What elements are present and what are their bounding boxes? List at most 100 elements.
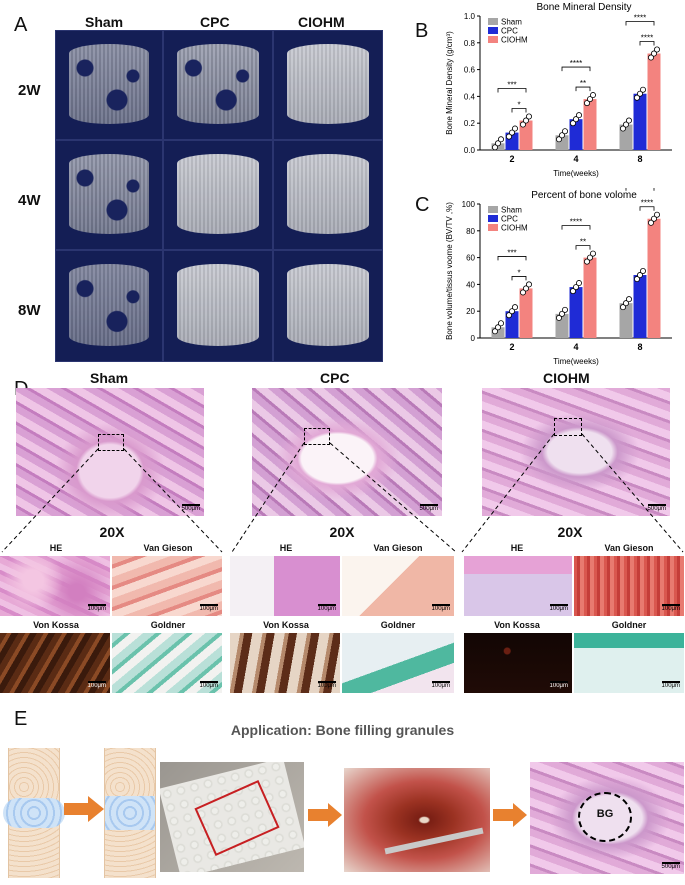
ct-image-cpc-8w (163, 250, 273, 362)
legend-label: Sham (501, 206, 522, 215)
photo-surgery (344, 768, 490, 872)
legend-label: Sham (501, 18, 522, 27)
data-point (559, 310, 566, 317)
zoom-label-ciohm: 20X (557, 524, 583, 540)
significance-label: * (517, 101, 520, 110)
ct-row-label-2w: 2W (18, 82, 41, 99)
legend-swatch (488, 224, 498, 231)
significance-label: **** (570, 218, 582, 227)
y-tick-label: 0.4 (464, 92, 476, 101)
ct-grid (55, 30, 383, 362)
significance-bracket (511, 276, 527, 281)
y-tick-label: 40 (466, 280, 475, 289)
histo-title-cpc: CPC (320, 370, 350, 386)
bar (633, 275, 647, 338)
data-point (520, 289, 527, 296)
photo-granule-plate (160, 762, 304, 872)
stain-label-van-gieson: Van Gieson (373, 543, 423, 553)
scale-bar: 500μm (647, 504, 667, 512)
ct-image-sham-4w (55, 140, 163, 250)
significance-label: * (517, 268, 520, 277)
stain-label-von-kossa: Von Kossa (494, 620, 540, 630)
histo-sham-he: 100μm (0, 556, 110, 616)
bar (519, 288, 533, 338)
y-axis-label: Bone volume/tissus voome (BV/TV ,%) (445, 202, 454, 340)
legend-label: CPC (501, 215, 518, 224)
bg-label: BG (596, 808, 614, 820)
significance-bracket (575, 245, 591, 250)
scale-bar: 500μm (181, 504, 201, 512)
bone-schematic-defect (3, 748, 65, 878)
data-point (492, 144, 499, 151)
x-tick-label: 2 (509, 154, 514, 164)
data-point (572, 284, 579, 291)
zoom-label-sham: 20X (99, 524, 125, 540)
data-point (523, 285, 530, 292)
arrow-right-icon (493, 803, 527, 827)
data-point (647, 54, 654, 61)
data-point (569, 120, 576, 127)
data-point (619, 125, 626, 132)
histo-lowmag-cpc: 500μm (252, 388, 442, 516)
bar (583, 99, 597, 150)
data-point (559, 132, 566, 139)
data-point (572, 116, 579, 123)
stain-label-he: HE (510, 543, 524, 553)
x-tick-label: 8 (637, 342, 642, 352)
significance-bracket (497, 88, 527, 93)
data-point (583, 100, 590, 107)
chart-title: Percent of bone volome (531, 190, 637, 201)
panel-label-c: C (415, 194, 430, 216)
bar (583, 257, 597, 338)
histo-cpc-von-kossa: 100μm (230, 633, 340, 693)
ct-image-cpc-2w (163, 30, 273, 140)
data-point (512, 304, 519, 311)
significance-label: ** (580, 79, 586, 88)
panel-label-a: A (14, 14, 28, 36)
ct-image-ciohm-8w (273, 250, 383, 362)
significance-bracket (639, 41, 655, 46)
data-point (639, 86, 646, 93)
bar (491, 143, 505, 150)
data-point (586, 254, 593, 261)
y-tick-label: 100 (462, 200, 476, 209)
x-tick-label: 4 (573, 154, 578, 164)
photo-histology-bg: BG 500μm (530, 762, 684, 874)
significance-label: **** (634, 14, 646, 23)
data-point (583, 258, 590, 265)
histo-cpc-he: 100μm (230, 556, 340, 616)
zoom-box (304, 428, 330, 445)
ct-row-label-4w: 4W (18, 192, 41, 209)
data-point (495, 324, 502, 331)
data-point (653, 46, 660, 53)
data-point (526, 113, 533, 120)
significance-bracket (625, 21, 655, 26)
legend-swatch (488, 206, 498, 213)
ct-image-sham-8w (55, 250, 163, 362)
arrow-right-icon (64, 796, 104, 822)
y-tick-label: 0.8 (464, 39, 476, 48)
ct-col-label-ciohm: CIOHM (298, 14, 345, 30)
application-title: Application: Bone filling granules (230, 722, 455, 738)
data-point (512, 125, 519, 132)
y-axis-label: Bone Mineral Density (g/cm³) (445, 31, 454, 135)
chart-percent-bone-volume: Percent of bone volome 0 20 40 60 80 100 Bone v… (445, 188, 672, 366)
data-point (633, 276, 640, 283)
granules (3, 798, 65, 828)
histo-cpc-goldner: 100μm (342, 633, 454, 693)
data-point (506, 133, 513, 140)
y-tick-label: 0.2 (464, 119, 476, 128)
histo-lowmag-sham: 500μm (16, 388, 204, 516)
ct-row-label-8w: 8W (18, 302, 41, 319)
legend-swatch (488, 18, 498, 25)
legend-swatch (488, 36, 498, 43)
data-point (575, 280, 582, 287)
data-point (622, 121, 629, 128)
data-point (650, 215, 657, 222)
stain-label-von-kossa: Von Kossa (33, 620, 79, 630)
scale-bar: 500μm (661, 862, 681, 870)
stain-label-goldner: Goldner (150, 620, 186, 630)
bar (519, 120, 533, 150)
bar (569, 287, 583, 338)
data-point (589, 92, 596, 99)
